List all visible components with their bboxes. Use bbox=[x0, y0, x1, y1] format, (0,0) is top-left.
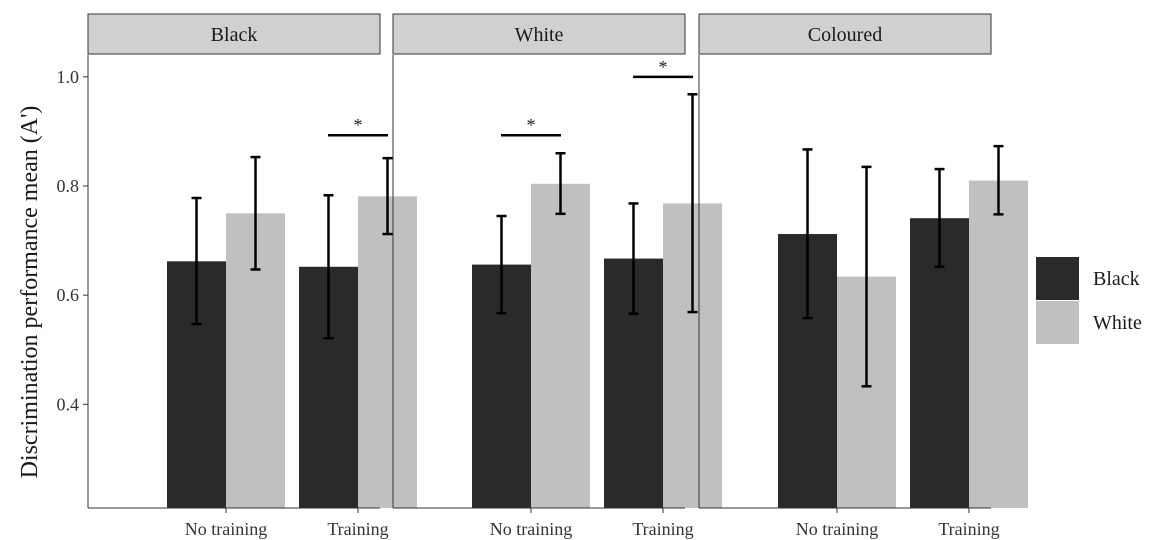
bar-white-no-training bbox=[531, 183, 590, 509]
significance-label: * bbox=[354, 115, 363, 135]
error-bar bbox=[250, 155, 261, 271]
legend-label-white: White bbox=[1093, 312, 1142, 334]
error-bar bbox=[323, 194, 334, 340]
error-bar bbox=[382, 156, 393, 236]
bar-white-training bbox=[358, 196, 417, 508]
error-bar bbox=[628, 202, 639, 315]
chart-panels: Black * No training Training White * * No train… bbox=[57, 13, 1028, 539]
error-bar bbox=[861, 165, 872, 388]
facet-strip bbox=[698, 13, 992, 55]
x-tick-label: Training bbox=[632, 519, 693, 539]
y-tick-label: 0.6 bbox=[57, 285, 80, 305]
x-tick-label: Training bbox=[938, 519, 999, 539]
y-axis-title-group: Discrimination performance mean (A') bbox=[17, 106, 43, 479]
legend-swatch-black bbox=[1036, 257, 1079, 300]
x-tick-label: Training bbox=[327, 519, 388, 539]
significance-label: * bbox=[659, 57, 668, 77]
y-tick-label: 1.0 bbox=[57, 67, 80, 87]
facet-strip-label: Coloured bbox=[808, 24, 882, 46]
error-bar bbox=[687, 93, 698, 314]
facet-strip bbox=[87, 13, 381, 55]
bar-white-training bbox=[969, 180, 1028, 508]
error-bar bbox=[496, 214, 507, 315]
facet-strip-label: Black bbox=[211, 24, 258, 46]
legend: Black White bbox=[1036, 257, 1142, 344]
error-bar bbox=[555, 151, 566, 216]
legend-label-black: Black bbox=[1093, 268, 1140, 290]
x-tick-label: No training bbox=[185, 519, 268, 539]
panel-white: White * * No training Training bbox=[392, 13, 722, 539]
panel-coloured: Coloured No training Training bbox=[698, 13, 1028, 539]
error-bar bbox=[191, 196, 202, 326]
x-tick-label: No training bbox=[490, 519, 573, 539]
y-tick-label: 0.4 bbox=[57, 394, 80, 414]
significance-label: * bbox=[527, 115, 536, 135]
facet-strip bbox=[392, 13, 686, 55]
x-tick-label: No training bbox=[796, 519, 879, 539]
facet-strip-label: White bbox=[515, 24, 564, 46]
error-bar bbox=[934, 167, 945, 269]
y-tick-label: 0.8 bbox=[57, 176, 80, 196]
error-bar bbox=[802, 148, 813, 320]
y-axis-title: Discrimination performance mean (A') bbox=[17, 106, 43, 479]
error-bar bbox=[993, 144, 1004, 216]
legend-swatch-white bbox=[1036, 301, 1079, 344]
panel-black: Black * No training Training bbox=[87, 13, 417, 539]
